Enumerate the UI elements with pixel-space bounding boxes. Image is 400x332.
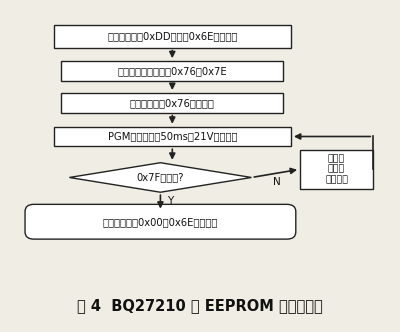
FancyBboxPatch shape [62,61,283,81]
Text: 0x7F被编程?: 0x7F被编程? [137,173,184,183]
FancyBboxPatch shape [54,25,291,48]
Text: 单片机
增地址
和读操作: 单片机 增地址 和读操作 [325,154,348,184]
FancyBboxPatch shape [300,150,373,189]
FancyBboxPatch shape [25,205,296,239]
Text: N: N [273,177,281,187]
Text: PGM引脚加时间50ms的21V脉冲电压: PGM引脚加时间50ms的21V脉冲电压 [108,131,237,141]
Text: 图 4  BQ27210 的 EEPROM 编程流程图: 图 4 BQ27210 的 EEPROM 编程流程图 [77,298,323,313]
Text: 写数据到地址0x00～0x6E寄存器中: 写数据到地址0x00～0x6E寄存器中 [103,217,218,227]
Text: Y: Y [168,196,174,206]
FancyBboxPatch shape [62,93,283,113]
Polygon shape [69,163,252,192]
Text: 单片机写数据0xDD到地址0x6E寄存器中: 单片机写数据0xDD到地址0x6E寄存器中 [107,32,238,42]
Text: 单片机写数据到地址0x76～0x7E: 单片机写数据到地址0x76～0x7E [118,66,227,76]
Text: 单片机读地址0x76编程数据: 单片机读地址0x76编程数据 [130,98,215,108]
FancyBboxPatch shape [54,127,291,146]
